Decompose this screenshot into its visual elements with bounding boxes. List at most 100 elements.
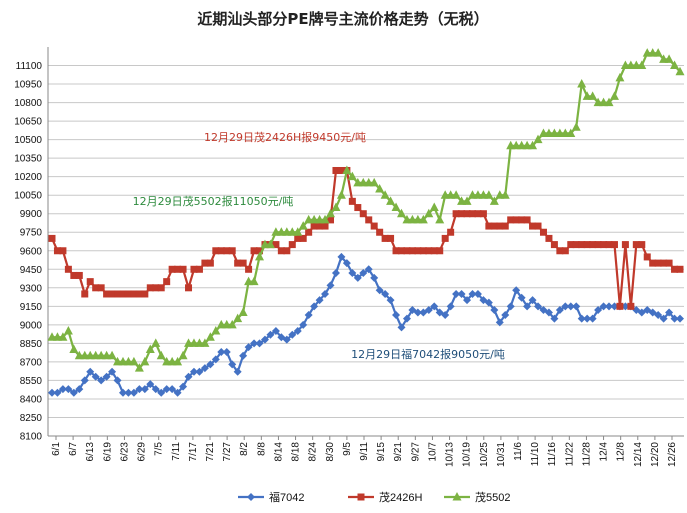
data-point — [266, 330, 275, 339]
data-point — [250, 339, 259, 348]
x-tick-label: 6/1 — [51, 442, 62, 456]
data-point — [386, 196, 396, 205]
data-point — [518, 216, 526, 224]
legend-label: 福7042 — [269, 490, 304, 504]
data-point — [195, 367, 204, 376]
data-point — [446, 302, 455, 311]
data-point — [211, 326, 221, 335]
data-point — [265, 239, 275, 249]
data-point — [212, 247, 220, 255]
data-point — [353, 273, 362, 282]
data-point — [577, 314, 586, 323]
data-point — [545, 234, 553, 242]
data-point — [238, 307, 248, 317]
data-point — [402, 314, 411, 323]
data-point — [140, 356, 150, 366]
data-point — [48, 388, 56, 397]
x-tick-label: 10/13 — [445, 442, 456, 467]
legend-label: 茂5502 — [475, 490, 510, 504]
data-point — [250, 247, 258, 255]
y-tick-label: 8250 — [20, 413, 43, 424]
x-tick-label: 10/31 — [496, 442, 507, 467]
data-point — [408, 247, 416, 255]
data-point — [567, 241, 575, 249]
data-point — [555, 306, 564, 315]
data-point — [561, 302, 570, 311]
data-point — [348, 268, 357, 277]
data-point — [364, 265, 373, 274]
data-point — [457, 289, 466, 298]
data-point — [381, 289, 390, 298]
data-point — [523, 216, 531, 224]
x-tick-label: 8/24 — [308, 442, 319, 462]
data-point — [321, 222, 329, 230]
data-point — [452, 492, 462, 501]
data-point — [64, 265, 72, 273]
data-point — [566, 302, 575, 311]
data-point — [572, 302, 581, 311]
y-tick-label: 8100 — [20, 432, 43, 443]
data-point — [63, 326, 73, 335]
data-point — [233, 313, 243, 323]
data-point — [173, 356, 183, 366]
data-point — [664, 54, 674, 63]
x-tick-label: 9/15 — [376, 442, 387, 462]
x-tick-label: 10/7 — [427, 442, 438, 462]
data-point — [588, 314, 597, 323]
data-point — [375, 286, 384, 295]
y-tick-label: 9600 — [20, 246, 43, 257]
data-point — [58, 385, 67, 394]
data-point — [168, 385, 177, 394]
data-point — [605, 302, 614, 311]
data-point — [654, 259, 662, 267]
data-point — [157, 284, 165, 292]
data-point — [305, 228, 313, 236]
y-tick-label: 10800 — [14, 98, 42, 109]
data-point — [441, 234, 449, 242]
data-point — [609, 91, 619, 100]
data-point — [162, 385, 171, 394]
data-point — [223, 247, 231, 255]
data-point — [588, 91, 598, 100]
x-tick-label: 7/5 — [154, 442, 165, 456]
data-point — [179, 265, 187, 273]
data-point — [189, 367, 198, 376]
data-point — [135, 290, 143, 298]
data-point — [86, 278, 94, 286]
data-point — [69, 388, 78, 397]
data-point — [178, 350, 188, 360]
data-point — [594, 306, 603, 315]
data-point — [501, 222, 509, 230]
x-tick-label: 6/19 — [102, 442, 113, 462]
data-point — [282, 335, 291, 344]
data-point — [69, 344, 79, 354]
data-point — [256, 247, 264, 255]
data-point — [589, 241, 597, 249]
data-point — [228, 247, 236, 255]
data-point — [605, 241, 613, 249]
data-point — [347, 171, 357, 181]
y-tick-label: 8850 — [20, 339, 43, 350]
data-point — [670, 314, 679, 323]
data-point — [331, 202, 341, 212]
data-point — [627, 302, 635, 310]
data-point — [572, 241, 580, 249]
data-point — [200, 338, 210, 347]
data-point — [413, 308, 422, 317]
x-tick-label: 12/14 — [633, 442, 644, 467]
data-point — [107, 350, 117, 360]
data-point — [391, 202, 401, 212]
data-point — [550, 314, 559, 323]
chart-title: 近期汕头部分PE牌号主流价格走势（无税） — [197, 10, 488, 28]
data-point — [283, 247, 291, 255]
data-point — [124, 388, 133, 397]
data-point — [392, 310, 401, 319]
data-point — [424, 306, 433, 315]
data-point — [632, 241, 640, 249]
data-point — [534, 222, 542, 230]
data-point — [195, 265, 203, 273]
data-point — [331, 268, 340, 277]
data-point — [594, 241, 602, 249]
data-point — [484, 298, 493, 307]
